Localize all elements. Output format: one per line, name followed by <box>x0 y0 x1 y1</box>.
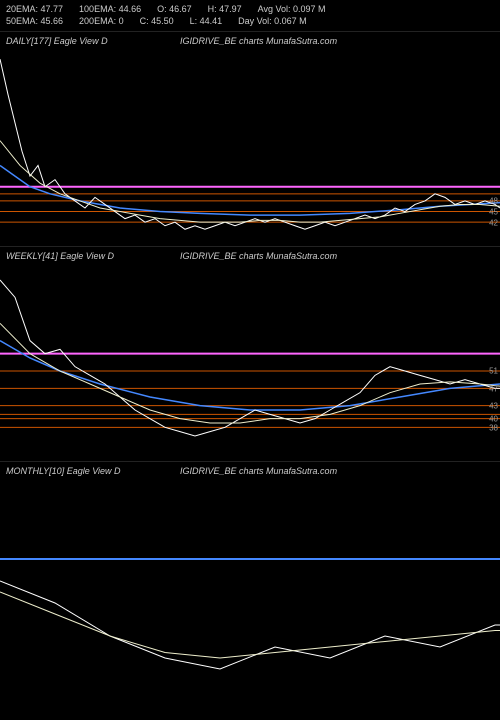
series-line <box>0 592 500 658</box>
stats-header: 20EMA: 47.77 100EMA: 44.66 O: 46.67 H: 47.9… <box>0 0 500 31</box>
panel-title: DAILY[177] Eagle View D <box>6 36 108 46</box>
panel-subtitle: IGIDRIVE_BE charts MunafaSutra.com <box>180 466 337 476</box>
series-line <box>0 324 500 424</box>
header-row-1: 20EMA: 47.77 100EMA: 44.66 O: 46.67 H: 47.9… <box>6 4 494 16</box>
chart-svg <box>0 267 500 462</box>
series-line <box>0 341 500 410</box>
stat-item: 20EMA: 47.77 <box>6 4 63 16</box>
panels-container: DAILY[177] Eagle View D IGIDRIVE_BE chart… <box>0 31 500 701</box>
series-line <box>0 141 500 223</box>
chart-svg <box>0 482 500 702</box>
panel-title: WEEKLY[41] Eagle View D <box>6 251 114 261</box>
panel-subtitle: IGIDRIVE_BE charts MunafaSutra.com <box>180 36 337 46</box>
series-line <box>0 280 500 436</box>
series-line <box>0 166 500 216</box>
y-axis-label: 47 <box>489 384 498 393</box>
stat-item: O: 46.67 <box>157 4 192 16</box>
stat-item: L: 44.41 <box>190 16 223 28</box>
chart-panel: DAILY[177] Eagle View D IGIDRIVE_BE chart… <box>0 31 500 246</box>
stat-item: C: 45.50 <box>140 16 174 28</box>
series-line <box>0 59 500 229</box>
stat-item: Day Vol: 0.067 M <box>238 16 307 28</box>
panel-title: MONTHLY[10] Eagle View D <box>6 466 121 476</box>
y-axis-label: 45 <box>489 207 498 216</box>
series-line <box>0 581 500 669</box>
y-axis-label: 48 <box>489 197 498 206</box>
header-row-2: 50EMA: 45.66 200EMA: 0 C: 45.50 L: 44.41 Day… <box>6 16 494 28</box>
y-axis-label: 51 <box>489 367 498 376</box>
chart-panel: WEEKLY[41] Eagle View D IGIDRIVE_BE chart… <box>0 246 500 461</box>
y-axis-label: 42 <box>489 218 498 227</box>
stat-item: 50EMA: 45.66 <box>6 16 63 28</box>
stat-item: 100EMA: 44.66 <box>79 4 141 16</box>
chart-panel: MONTHLY[10] Eagle View D IGIDRIVE_BE char… <box>0 461 500 701</box>
chart-svg <box>0 52 500 247</box>
stat-item: H: 47.97 <box>208 4 242 16</box>
panel-subtitle: IGIDRIVE_BE charts MunafaSutra.com <box>180 251 337 261</box>
stat-item: 200EMA: 0 <box>79 16 124 28</box>
stat-item: Avg Vol: 0.097 M <box>258 4 326 16</box>
y-axis-label: 38 <box>489 423 498 432</box>
y-axis-label: 43 <box>489 402 498 411</box>
y-axis-label: 40 <box>489 415 498 424</box>
